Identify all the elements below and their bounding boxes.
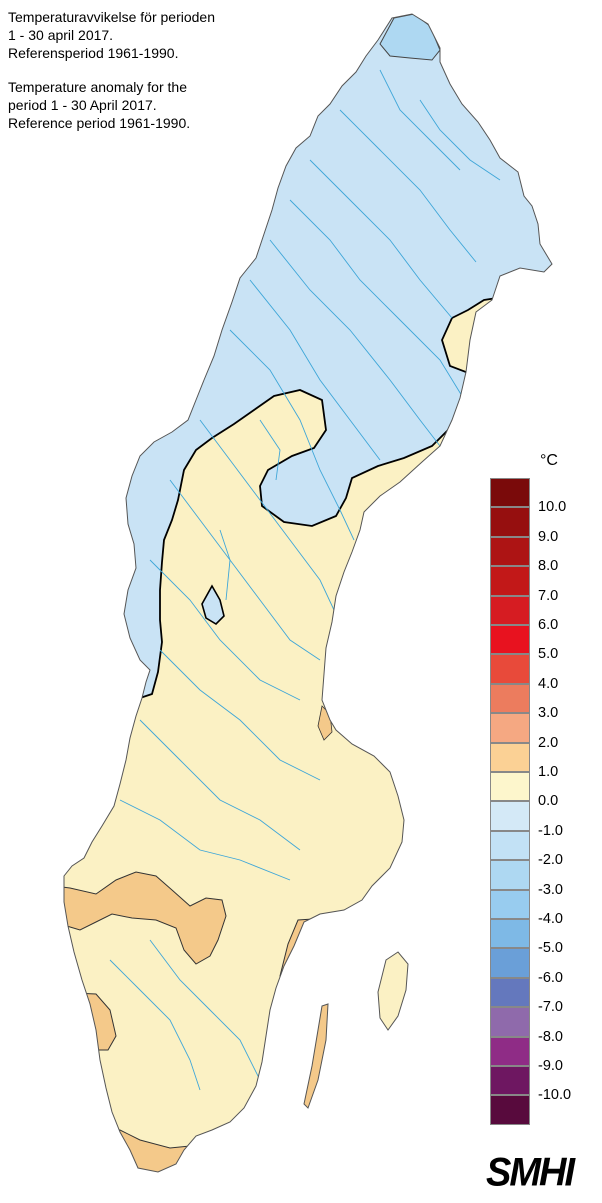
legend-swatch xyxy=(490,595,530,625)
legend-swatch xyxy=(490,566,530,596)
legend-tick-label: 1.0 xyxy=(538,764,559,780)
legend-swatch xyxy=(490,919,530,949)
title-en-3: Reference period 1961-1990. xyxy=(8,115,191,131)
legend-swatch xyxy=(490,801,530,831)
title-sv-2: 1 - 30 april 2017. xyxy=(8,27,114,43)
legend-tick-label: 7.0 xyxy=(538,587,559,604)
legend-swatch xyxy=(490,889,530,919)
title-sv-1: Temperaturavvikelse för perioden xyxy=(8,9,215,25)
title-en-1: Temperature anomaly for the xyxy=(8,79,187,95)
legend-tick-label: 10.0 xyxy=(538,499,567,516)
smhi-logo: SMHI xyxy=(486,1150,575,1196)
legend-tick-label: 8.0 xyxy=(538,558,559,575)
zone-1-to-2-west xyxy=(64,989,117,1051)
legend-swatch xyxy=(490,948,530,978)
legend-swatch xyxy=(490,830,530,861)
legend-swatch xyxy=(490,977,530,1008)
legend-tick-label: -2.0 xyxy=(538,852,563,869)
rivers xyxy=(109,69,501,1091)
legend-tick-label: -1.0 xyxy=(538,822,563,839)
legend-tick-label: -5.0 xyxy=(538,940,563,957)
oland-island xyxy=(303,1003,329,1109)
title-en-2: period 1 - 30 April 2017. xyxy=(8,97,157,113)
legend-tick-label: 5.0 xyxy=(538,646,559,663)
legend-tick-label: -6.0 xyxy=(538,969,563,986)
legend-tick-label: 3.0 xyxy=(538,705,559,722)
legend-tick-label: -3.0 xyxy=(538,881,563,898)
legend-tick-label: -9.0 xyxy=(538,1058,563,1074)
legend-tick-label: -10.0 xyxy=(538,1087,572,1104)
legend-swatch xyxy=(490,536,530,567)
legend-swatch xyxy=(490,683,530,714)
legend-swatch xyxy=(490,1095,530,1125)
legend-swatch xyxy=(490,713,530,743)
legend-tick-label: 0.0 xyxy=(538,793,559,810)
legend-tick-label: 9.0 xyxy=(538,528,559,545)
legend-swatch xyxy=(490,772,530,802)
legend-tick-label: -7.0 xyxy=(538,999,563,1016)
legend-unit: °C xyxy=(540,452,558,469)
legend-swatch xyxy=(490,478,530,508)
map-titles: Temperaturavvikelse för perioden 1 - 30 … xyxy=(8,8,215,132)
legend-tick-label: -4.0 xyxy=(538,911,563,927)
legend-swatch xyxy=(490,654,530,684)
zone-pocket xyxy=(201,584,225,626)
zone-minus2-to-minus1 xyxy=(379,14,441,61)
legend-tick-label: -8.0 xyxy=(538,1028,563,1045)
legend-swatch xyxy=(490,507,530,537)
legend-tick-label: 6.0 xyxy=(538,617,559,633)
legend-swatch xyxy=(490,625,530,655)
title-sv-3: Referensperiod 1961-1990. xyxy=(8,45,179,61)
zone-1-to-2-band xyxy=(64,871,227,965)
gotland-island xyxy=(377,951,409,1031)
legend-swatch xyxy=(490,1066,530,1096)
legend-tick-label: 2.0 xyxy=(538,734,559,751)
legend-swatch xyxy=(490,742,530,772)
legend-swatch xyxy=(490,860,530,890)
legend-tick-label: 4.0 xyxy=(538,675,559,692)
legend-swatch xyxy=(490,1007,530,1037)
legend-swatch xyxy=(490,1036,530,1066)
